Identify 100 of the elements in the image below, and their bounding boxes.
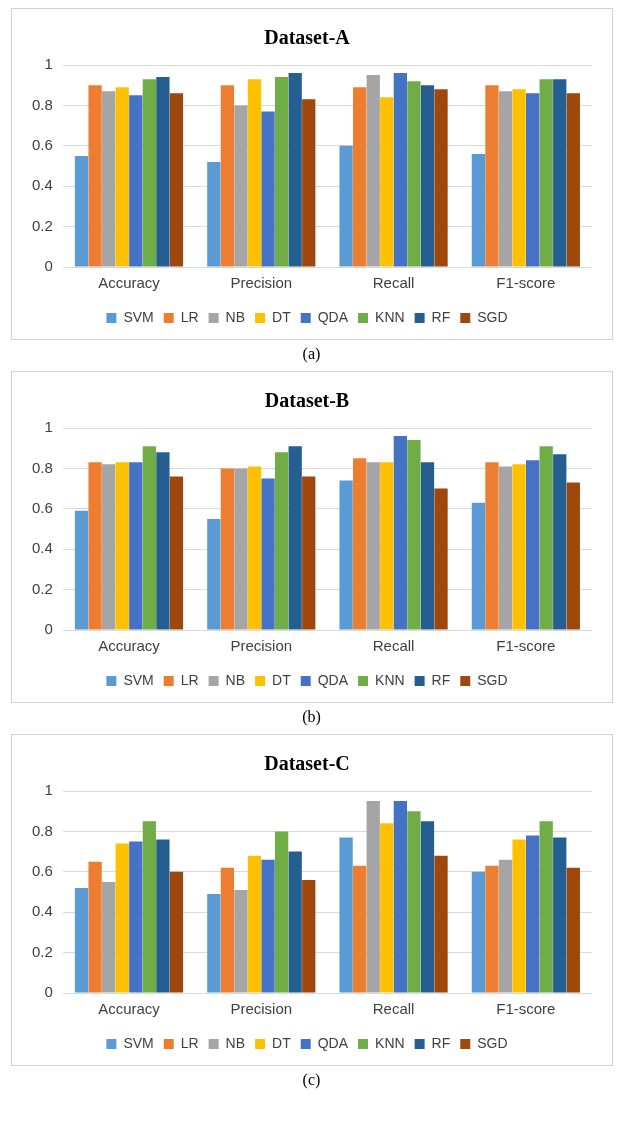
- bar: [379, 462, 393, 630]
- bar: [128, 462, 142, 630]
- legend-label: RF: [431, 1034, 450, 1051]
- bar: [338, 837, 353, 993]
- y-tick-label: 0.6: [31, 135, 53, 153]
- bar: [484, 865, 499, 993]
- bar: [206, 518, 220, 630]
- legend-label: SGD: [476, 308, 508, 325]
- bar: [247, 79, 261, 267]
- bar: [288, 73, 302, 267]
- y-tick-label: 0.2: [31, 942, 53, 960]
- bar: [433, 89, 448, 267]
- bar: [511, 89, 526, 267]
- bar: [260, 478, 275, 630]
- bar: [420, 821, 434, 993]
- x-tick-label: Accuracy: [97, 274, 160, 292]
- legend-label: DT: [271, 308, 291, 325]
- legend-label: LR: [180, 1034, 199, 1051]
- bar: [301, 476, 315, 630]
- bar: [420, 85, 434, 267]
- x-tick-label: Recall: [372, 274, 414, 292]
- legend-label: KNN: [374, 671, 405, 688]
- bar: [566, 482, 580, 630]
- legend-label: NB: [225, 671, 245, 688]
- bar: [420, 462, 434, 630]
- bar: [525, 460, 539, 630]
- bar: [206, 161, 220, 267]
- x-tick-label: F1-score: [495, 1000, 555, 1018]
- bar: [233, 889, 248, 993]
- bar: [379, 97, 393, 267]
- y-tick-label: 0.4: [31, 539, 53, 557]
- bar: [366, 462, 380, 630]
- bar: [352, 458, 366, 630]
- legend-label: SGD: [476, 671, 508, 688]
- y-tick-label: 0: [44, 983, 53, 1001]
- bar: [338, 145, 353, 267]
- bar: [471, 153, 485, 267]
- text: (c): [301, 1070, 322, 1091]
- bar: [406, 81, 421, 267]
- legend-label: SVM: [122, 308, 154, 325]
- bar: [338, 480, 353, 630]
- x-tick-label: Precision: [229, 637, 292, 655]
- y-tick-label: 0.2: [31, 579, 53, 597]
- bar: [115, 87, 129, 267]
- bar: [128, 95, 142, 267]
- y-tick-label: 0.4: [31, 176, 53, 194]
- bar: [169, 93, 183, 267]
- x-tick-label: Precision: [229, 274, 292, 292]
- bar: [539, 79, 553, 267]
- bar: [288, 851, 302, 993]
- legend-label: SGD: [476, 1034, 508, 1051]
- bar: [128, 841, 142, 993]
- text: (b): [301, 707, 322, 728]
- legend-label: QDA: [317, 671, 349, 688]
- legend-label: QDA: [317, 308, 349, 325]
- bar: [352, 87, 366, 267]
- y-tick-label: 0.8: [31, 821, 53, 839]
- y-tick-label: 0: [44, 257, 53, 275]
- x-tick-label: Precision: [229, 1000, 292, 1018]
- bar: [274, 77, 288, 267]
- bar: [301, 99, 315, 267]
- bar: [393, 73, 407, 267]
- chart-title: Dataset-A: [263, 26, 350, 49]
- bar: [169, 476, 183, 630]
- bar: [274, 831, 288, 993]
- bar: [155, 452, 170, 630]
- bar: [366, 75, 380, 267]
- bar: [115, 462, 129, 630]
- legend-label: SVM: [122, 1034, 154, 1051]
- chart-title: Dataset-C: [263, 752, 350, 775]
- y-tick-label: 0.4: [31, 902, 53, 920]
- legend-label: KNN: [374, 1034, 405, 1051]
- legend-label: DT: [271, 671, 291, 688]
- legend-label: LR: [180, 671, 199, 688]
- bar: [233, 468, 248, 630]
- x-tick-label: Accuracy: [97, 1000, 160, 1018]
- bar: [379, 823, 393, 993]
- bar: [366, 801, 380, 993]
- bar: [498, 859, 512, 993]
- legend-label: QDA: [317, 1034, 349, 1051]
- bar: [406, 811, 421, 993]
- bar: [260, 859, 275, 993]
- bar: [484, 462, 499, 630]
- bar: [87, 85, 102, 267]
- bar: [155, 77, 170, 267]
- chart-title: Dataset-B: [264, 389, 349, 412]
- x-tick-label: Accuracy: [97, 637, 160, 655]
- bar: [566, 867, 580, 993]
- bar: [155, 839, 170, 993]
- bar: [260, 111, 275, 267]
- bar: [220, 867, 234, 993]
- y-tick-label: 0: [44, 620, 53, 638]
- y-tick-label: 1: [44, 55, 53, 73]
- bar: [393, 801, 407, 993]
- bar: [87, 861, 102, 993]
- x-tick-label: F1-score: [495, 637, 555, 655]
- y-tick-label: 0.2: [31, 216, 53, 234]
- bar: [566, 93, 580, 267]
- bar: [74, 887, 88, 993]
- bar: [142, 79, 156, 267]
